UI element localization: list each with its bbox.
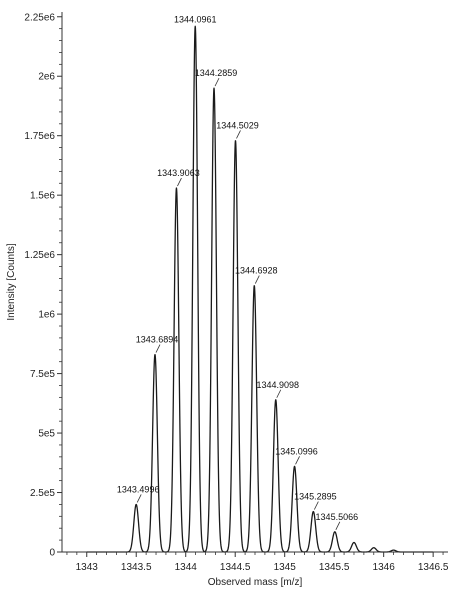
y-tick-label: 1.25e6	[24, 250, 55, 261]
peak-label-leader	[295, 456, 300, 465]
peak-label: 1343.4996	[117, 484, 160, 494]
peak-label-leader	[136, 494, 142, 503]
x-tick-label: 1344.5	[220, 562, 251, 573]
x-tick-label: 1345.5	[319, 562, 350, 573]
peak-label-leader	[313, 501, 319, 510]
peak-label-leader	[335, 521, 341, 530]
x-tick-label: 1346.5	[418, 562, 449, 573]
x-tick-label: 1344	[175, 562, 198, 573]
x-tick-label: 1345	[274, 562, 297, 573]
y-tick-label: 2.25e6	[24, 12, 55, 23]
peak-label-leader	[177, 177, 182, 187]
plot-area	[62, 12, 448, 552]
peak-label: 1345.5066	[316, 512, 359, 522]
x-axis-title: Observed mass [m/z]	[208, 577, 303, 588]
x-tick-label: 1346	[373, 562, 396, 573]
peak-label: 1344.2859	[195, 68, 238, 78]
y-ticks: 0 2.5e5 5e5 7.5e5 1e6 1.25e6 1.5e6 1.75e6 2e6 2.2…	[24, 12, 62, 559]
y-tick-label: 5e5	[38, 429, 55, 440]
peak-label: 1345.2895	[294, 492, 337, 502]
x-ticks: 1343 1343.5 1344 1344.5 1345 1345.5 1346 1346.5	[66, 552, 449, 573]
x-tick-label: 1343.5	[121, 562, 152, 573]
x-tick-label: 1343	[76, 562, 99, 573]
peak-label: 1345.0996	[275, 446, 318, 456]
y-tick-label: 1.5e6	[30, 191, 55, 202]
peak-label-leader	[276, 389, 282, 398]
plot-background	[62, 12, 448, 552]
y-tick-label: 0	[49, 548, 55, 559]
peak-label: 1344.5029	[216, 120, 259, 130]
peak-label-leader	[214, 77, 220, 87]
y-axis-title: Intensity [Counts]	[6, 243, 17, 320]
peak-label-leader	[236, 130, 241, 139]
peak-label: 1343.9063	[157, 168, 200, 178]
y-tick-label: 7.5e5	[30, 369, 55, 380]
y-tick-label: 1.75e6	[24, 131, 55, 142]
y-tick-label: 2e6	[38, 72, 55, 83]
y-tick-label: 2.5e5	[30, 488, 55, 499]
peak-label: 1343.6894	[136, 335, 179, 345]
peak-label-leader	[155, 344, 161, 353]
peak-label: 1344.0961	[174, 14, 217, 24]
peak-label: 1344.6928	[235, 266, 278, 276]
peak-label-leader	[254, 275, 260, 284]
peak-labels: 1343.4996 1343.6894 1343.9063 1344.0961 1344…	[117, 14, 358, 530]
peak-label: 1344.9098	[256, 380, 299, 390]
y-tick-label: 1e6	[38, 310, 55, 321]
